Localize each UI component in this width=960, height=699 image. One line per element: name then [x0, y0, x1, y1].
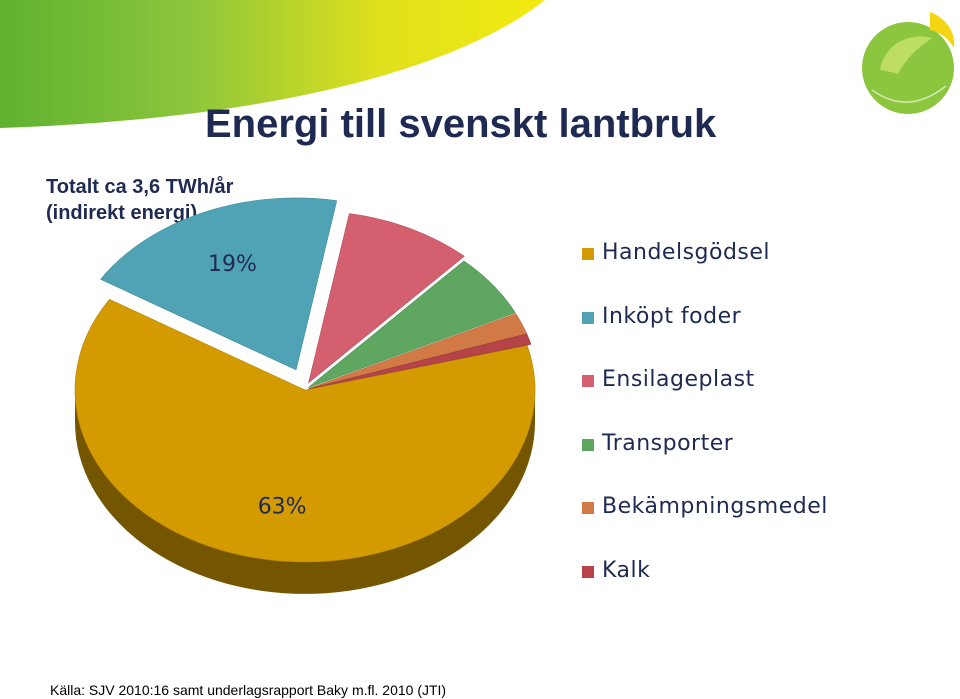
pie-slice — [308, 260, 516, 388]
legend-swatch — [582, 375, 594, 387]
leaf-logo-icon — [862, 12, 955, 114]
pie-slice — [74, 298, 536, 563]
legend-label: Bekämpningsmedel — [602, 494, 828, 519]
pie-slice — [308, 213, 465, 384]
legend-swatch — [582, 502, 594, 514]
legend-label: Ensilageplast — [602, 367, 755, 392]
subtitle-line: Totalt ca 3,6 TWh/år — [46, 176, 234, 198]
page-title: Energi till svenskt lantbruk — [205, 102, 717, 146]
pie-slice — [308, 333, 532, 390]
source-note: Källa: SJV 2010:16 samt underlagsrapport… — [50, 682, 447, 698]
data-label: 19% — [208, 252, 257, 277]
legend-swatch — [582, 565, 594, 578]
legend-swatch — [582, 311, 594, 324]
pie-slice — [100, 197, 338, 371]
pie-side-walls — [75, 390, 535, 594]
legend-label: Inköpt foder — [602, 303, 742, 329]
legend-label: Transporter — [602, 430, 734, 456]
data-label: 63% — [258, 495, 307, 520]
pie-slices — [74, 197, 536, 563]
pie-slice — [308, 313, 528, 389]
header-banner — [0, 0, 545, 128]
legend-label: Kalk — [602, 557, 651, 583]
legend-swatch — [582, 248, 594, 260]
pie-slice-side — [75, 390, 535, 594]
chart-subtitle: Totalt ca 3,6 TWh/år (indirekt energi) — [46, 174, 233, 226]
legend-swatch — [582, 438, 594, 451]
pie-chart: 63% 19% — [74, 197, 536, 594]
subtitle-line: (indirekt energi) — [46, 202, 198, 224]
legend-label: Handelsgödsel — [602, 240, 771, 265]
